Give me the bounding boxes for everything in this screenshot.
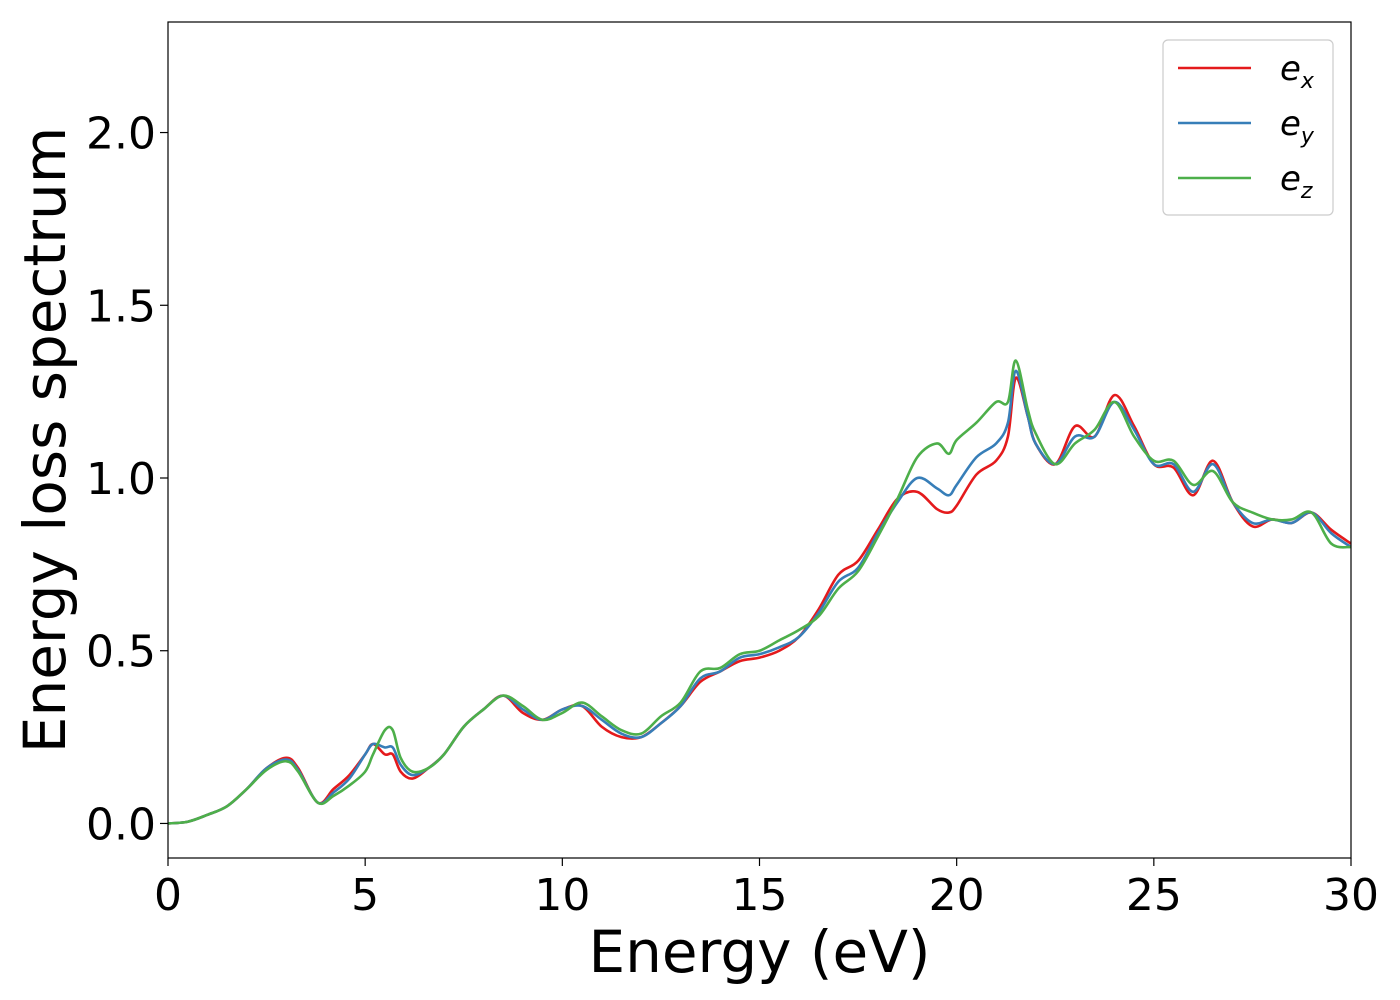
x-tick-label: 5 xyxy=(351,870,379,921)
x-tick-label: 10 xyxy=(534,870,590,921)
x-tick-label: 20 xyxy=(929,870,985,921)
x-tick-label: 30 xyxy=(1323,870,1379,921)
series-line-ex xyxy=(168,376,1351,825)
plot-area xyxy=(168,359,1351,825)
legend-label: ey xyxy=(1280,104,1315,149)
legend-label: ez xyxy=(1280,159,1313,204)
series-line-ey xyxy=(168,369,1351,825)
y-tick-label: 1.0 xyxy=(86,454,156,505)
y-tick-label: 0.0 xyxy=(86,799,156,850)
x-axis-ticks: 0 5 10 15 20 25 30 xyxy=(154,858,1379,921)
legend-box xyxy=(1162,39,1334,216)
y-tick-label: 0.5 xyxy=(86,627,156,678)
y-tick-label: 1.5 xyxy=(86,281,156,332)
x-tick-label: 0 xyxy=(154,870,182,921)
x-tick-label: 15 xyxy=(732,870,788,921)
y-axis-ticks: 0.0 0.5 1.0 1.5 2.0 xyxy=(86,109,168,850)
legend: ex ey ez xyxy=(1162,39,1334,216)
legend-label: ex xyxy=(1280,49,1315,94)
series-line-ez xyxy=(168,359,1351,825)
y-tick-label: 2.0 xyxy=(86,109,156,160)
y-axis-label: Energy loss spectrum xyxy=(11,127,79,753)
x-tick-label: 25 xyxy=(1126,870,1182,921)
x-axis-label: Energy (eV) xyxy=(588,918,930,986)
